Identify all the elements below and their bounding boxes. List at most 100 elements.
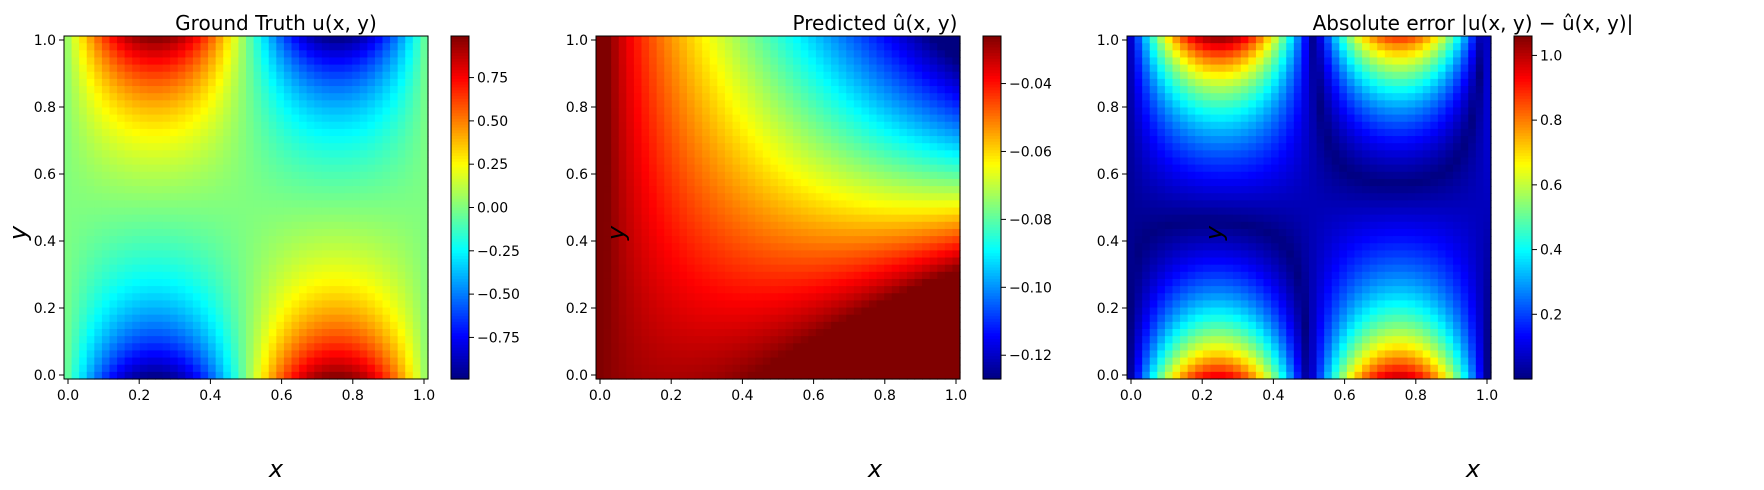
heatmap-cell [633, 300, 643, 309]
heatmap-cell [853, 107, 863, 116]
heatmap-cell [800, 271, 809, 280]
heatmap-cell [603, 343, 612, 352]
heatmap-cell [679, 143, 688, 151]
heatmap-cell [405, 350, 414, 359]
heatmap-cell [944, 207, 954, 216]
heatmap-cell [778, 250, 787, 259]
heatmap-cell [344, 243, 353, 251]
heatmap-cell [261, 36, 270, 44]
heatmap-cell [596, 250, 605, 259]
heatmap-cell [170, 171, 179, 180]
heatmap-cell [906, 43, 916, 51]
heatmap-cell [329, 214, 338, 223]
heatmap-cell [64, 50, 73, 59]
heatmap-cell [397, 164, 406, 173]
heatmap-cell [747, 371, 756, 380]
heatmap-cell [732, 36, 741, 44]
heatmap-cell [124, 357, 133, 366]
heatmap-cell [162, 114, 171, 123]
heatmap-cell [785, 121, 794, 130]
heatmap-cell [641, 78, 650, 87]
heatmap-cell [929, 193, 938, 201]
heatmap-cell [147, 164, 156, 173]
heatmap-cell [367, 350, 376, 359]
heatmap-cell [800, 107, 809, 116]
heatmap-cell [618, 228, 627, 237]
heatmap-cell [611, 357, 620, 366]
heatmap-cell [656, 36, 665, 44]
heatmap-cell [344, 307, 353, 316]
heatmap-cell [1127, 164, 1136, 173]
y-tick-label: 0.2 [566, 301, 588, 317]
heatmap-cell [367, 286, 376, 294]
heatmap-cell [633, 314, 643, 323]
colorbar-swatch [983, 276, 1001, 280]
heatmap-cell [117, 171, 126, 180]
heatmap-cell [306, 236, 315, 244]
heatmap-cell [139, 86, 149, 94]
heatmap-cell [687, 250, 696, 259]
heatmap-cell [192, 343, 202, 352]
heatmap-cell [944, 321, 954, 330]
heatmap-cell [618, 71, 627, 80]
heatmap-cell [831, 350, 840, 359]
heatmap-cell [778, 264, 787, 273]
heatmap-cell [162, 307, 171, 316]
heatmap-cell [185, 236, 194, 244]
heatmap-cell [747, 286, 756, 294]
heatmap-cell [367, 93, 376, 101]
heatmap-cell [724, 78, 734, 87]
heatmap-cell [71, 36, 80, 44]
heatmap-cell [329, 150, 338, 159]
heatmap-cell [306, 107, 315, 116]
heatmap-cell [405, 221, 414, 230]
colorbar-swatch [983, 121, 1001, 126]
heatmap-cell [861, 193, 870, 201]
heatmap-cell [884, 114, 893, 123]
colorbar-swatch [983, 78, 1001, 83]
heatmap-cell [253, 164, 262, 173]
heatmap-cell [687, 221, 696, 230]
heatmap-cell [253, 71, 262, 80]
heatmap-cell [139, 164, 149, 173]
heatmap-cell [785, 186, 794, 194]
heatmap-cell [215, 293, 224, 301]
heatmap-cell [359, 107, 368, 116]
heatmap-cell [170, 257, 179, 266]
colorbar-swatch [451, 261, 469, 266]
heatmap-cell [618, 264, 627, 273]
heatmap-cell [596, 350, 605, 359]
heatmap-cell [914, 243, 923, 251]
heatmap-cell [185, 278, 194, 287]
heatmap-cell [800, 136, 809, 144]
heatmap-cell [702, 136, 711, 144]
heatmap-cell [869, 343, 878, 352]
heatmap-cell [374, 207, 384, 216]
heatmap-cell [321, 86, 331, 94]
heatmap-cell [314, 364, 323, 373]
heatmap-cell [185, 107, 194, 116]
heatmap-cell [192, 250, 202, 259]
heatmap-cell [230, 107, 240, 116]
heatmap-cell [397, 286, 406, 294]
heatmap-cell [649, 221, 658, 230]
heatmap-cell [846, 150, 855, 159]
heatmap-cell [109, 157, 118, 166]
heatmap-cell [412, 86, 422, 94]
heatmap-cell [155, 357, 164, 366]
heatmap-cell [717, 243, 726, 251]
heatmap-cell [230, 178, 240, 187]
heatmap-cell [215, 93, 224, 101]
heatmap-cell [268, 264, 277, 273]
heatmap-cell [869, 371, 878, 380]
heatmap-cell [952, 321, 961, 330]
heatmap-cell [200, 164, 209, 173]
heatmap-cell [633, 107, 643, 116]
heatmap-cell [420, 164, 429, 173]
heatmap-cell [618, 300, 627, 309]
heatmap-cell [1134, 64, 1143, 73]
heatmap-cell [724, 271, 734, 280]
heatmap-cell [906, 193, 916, 201]
heatmap-cell [200, 43, 209, 51]
heatmap-cell [405, 207, 414, 216]
